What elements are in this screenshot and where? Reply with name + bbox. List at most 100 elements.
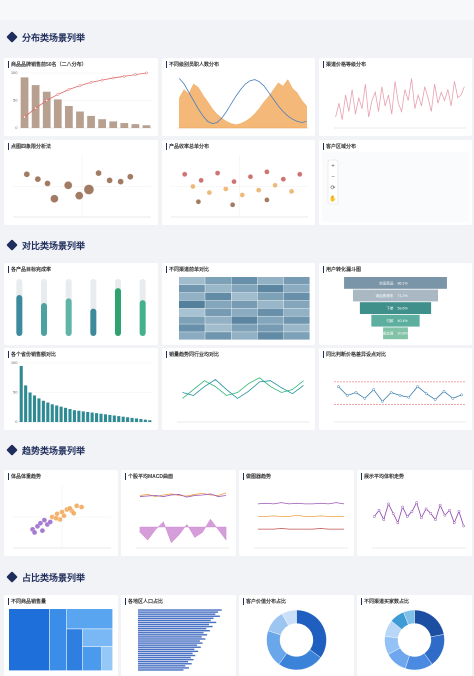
- heat-cell: [231, 277, 258, 285]
- chart-card: 展示平均体积走势: [357, 470, 472, 556]
- progress-bar: [16, 294, 23, 336]
- bar: [138, 663, 192, 665]
- bar: [138, 621, 217, 624]
- chart-card: 点图四象限分析法: [4, 140, 158, 225]
- bar: [138, 669, 184, 671]
- bar: [143, 419, 147, 422]
- heat-cell: [205, 284, 231, 293]
- line: [139, 493, 227, 498]
- point: [31, 529, 38, 536]
- treemap-cell: [82, 646, 102, 671]
- line: [257, 514, 345, 517]
- point: [288, 188, 295, 195]
- heat-cell: [179, 308, 205, 316]
- bar: [138, 623, 209, 626]
- line: [338, 386, 462, 402]
- bar: [109, 121, 118, 128]
- bar: [139, 419, 143, 422]
- point: [44, 180, 51, 187]
- bar: [31, 85, 40, 128]
- section-title: 占比类场景列举: [22, 572, 86, 583]
- point: [145, 71, 148, 75]
- chart: [179, 277, 310, 340]
- heat-cell: [179, 324, 205, 332]
- card-title: 不同渠道买家数占比: [361, 598, 409, 605]
- chart-card: 客户价值分布占比: [239, 595, 354, 676]
- heat-cell: [283, 292, 310, 301]
- point: [452, 521, 456, 525]
- bar: [131, 124, 140, 128]
- section-title: 对比类场景列举: [22, 240, 86, 251]
- point: [381, 400, 384, 403]
- point: [23, 115, 26, 119]
- point: [256, 187, 262, 193]
- bar: [63, 407, 68, 422]
- point: [45, 99, 49, 102]
- point: [387, 502, 390, 506]
- point: [54, 511, 60, 517]
- chart: 浏览商品 86.1% 添加购物车 71.2% 下单 59.6% 付款 40.4% 完成交易 20.…: [344, 277, 447, 340]
- area: [179, 79, 307, 129]
- funnel-value: 40.4%: [398, 319, 409, 323]
- card-title: 各个省份销售额对比: [8, 351, 56, 358]
- bar: [138, 650, 199, 653]
- bar: [138, 638, 206, 640]
- point: [264, 197, 270, 203]
- heat-cell: [231, 300, 258, 309]
- heat-cell: [179, 284, 205, 293]
- point: [206, 189, 213, 196]
- zoom-button: ⟳: [330, 186, 335, 192]
- point: [64, 181, 73, 190]
- point: [407, 395, 411, 399]
- point: [434, 518, 437, 522]
- point: [401, 505, 404, 509]
- line: [335, 78, 465, 120]
- point: [425, 392, 428, 396]
- point: [337, 385, 340, 388]
- point: [280, 176, 286, 182]
- funnel-label: 付款: [386, 318, 394, 323]
- chart: [254, 502, 348, 549]
- point: [433, 398, 437, 401]
- y-tick-label: 100: [11, 70, 18, 75]
- line: [257, 502, 345, 505]
- point: [272, 182, 278, 188]
- bar: [148, 420, 152, 422]
- point: [67, 505, 73, 511]
- chart: 0 50 100: [11, 360, 152, 424]
- point: [297, 171, 303, 177]
- point: [53, 515, 59, 521]
- chart-card: 客户区域分布 + − ⟳ ✋: [319, 140, 472, 225]
- card-title: 不同级别员职人数分布: [166, 61, 219, 68]
- point: [443, 513, 447, 517]
- section-icon: [6, 571, 18, 583]
- chart-card: 各产品目标完成率: [4, 263, 158, 345]
- funnel-label: 添加购物车: [376, 293, 394, 298]
- point: [198, 177, 204, 184]
- progress-bar: [65, 298, 72, 336]
- funnel-step: [344, 277, 447, 289]
- chart: [372, 501, 466, 549]
- chart: [13, 156, 151, 218]
- bar: [20, 77, 29, 128]
- chart-card: 不同渠道前单对比: [162, 263, 315, 345]
- chart-card: 不同商品销售量: [4, 595, 118, 676]
- progress-bar: [139, 300, 146, 336]
- point: [438, 503, 442, 507]
- card-title: 展示平均体积走势: [361, 473, 404, 480]
- point: [354, 391, 358, 394]
- y-tick-label: 0: [15, 419, 18, 424]
- donut-slice: [414, 609, 445, 638]
- funnel-step: [383, 327, 408, 340]
- card-title: 体品体重趋势: [8, 473, 41, 480]
- point: [134, 73, 137, 77]
- area: [139, 518, 227, 544]
- point: [41, 517, 48, 523]
- chart: [266, 609, 327, 671]
- point: [230, 202, 236, 208]
- point: [195, 199, 202, 205]
- chart-card: 用户转化漏斗图 浏览商品 86.1% 添加购物车 71.2% 下单 59.6% 付款 40.4%…: [319, 263, 472, 345]
- y-tick-label: 50: [13, 390, 18, 395]
- point: [39, 527, 46, 534]
